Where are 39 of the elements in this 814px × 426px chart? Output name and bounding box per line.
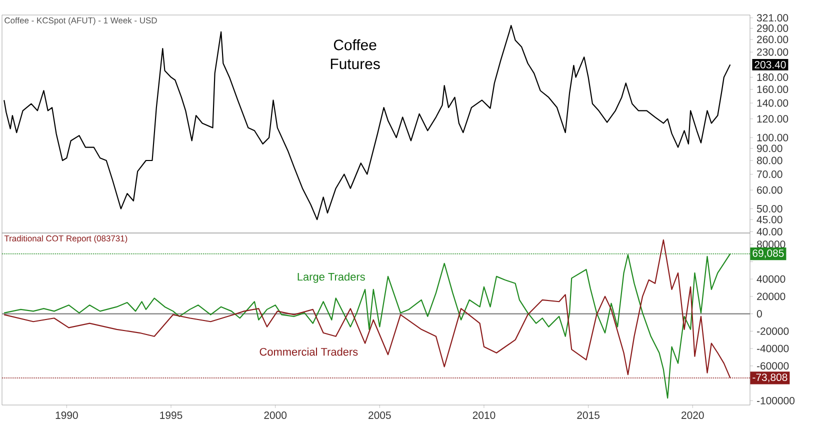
y-tick-label: 90.00 (757, 144, 782, 152)
ref-line-label: 69,085 (752, 249, 784, 258)
y-tick-label: 290.00 (757, 24, 788, 32)
x-tick-label: 1990 (56, 412, 78, 419)
y-tick-label: 160.00 (757, 86, 788, 94)
y-tick-label: 120.00 (757, 115, 788, 123)
y-tick-label: 45.00 (756, 216, 782, 224)
y-tick-label: 50.00 (756, 205, 782, 212)
annotation: 203.40 (754, 60, 786, 68)
y-tick-label: 40000 (756, 275, 786, 283)
y-tick-label: 40.00 (756, 228, 782, 236)
ref-line-label: -73,808 (752, 374, 788, 382)
x-tick-label: 2010 (472, 412, 496, 419)
y-tick-label: -40000 (756, 344, 789, 352)
y-tick-label: 70.00 (757, 170, 782, 178)
y-tick-label: 20000 (757, 292, 786, 300)
y-tick-label: 100.00 (757, 134, 788, 142)
text: Coffee Futures (330, 39, 380, 70)
annotation: Traditional COT Report (083731) (4, 235, 128, 244)
y-tick-label: 321.00 (756, 14, 788, 22)
x-tick-label: 2000 (264, 412, 287, 419)
y-tick-label: 140.00 (757, 99, 788, 107)
y-tick-label: 0 (756, 310, 762, 318)
x-tick-label: 2005 (368, 412, 391, 419)
y-tick-label: 60.00 (757, 186, 782, 194)
x-tick-label: 2015 (577, 412, 600, 419)
annotation: Coffee - KCSpot (AFUT) - 1 Week - USD (4, 17, 157, 26)
y-tick-label: 180.00 (757, 74, 788, 81)
y-tick-label: -60000 (756, 362, 789, 370)
y-tick-label: -20000 (756, 327, 789, 335)
series-label: Commercial Traders (260, 348, 358, 356)
y-tick-label: 80.00 (756, 156, 782, 164)
series-label: Large Traders (298, 272, 365, 283)
y-tick-label: 260.00 (757, 36, 788, 44)
x-tick-label: 2020 (682, 412, 704, 419)
y-tick-label: -100000 (756, 396, 794, 404)
x-tick-label: 1995 (160, 412, 182, 419)
y-tick-label: 230.00 (757, 48, 788, 56)
line-series (4, 24, 731, 220)
